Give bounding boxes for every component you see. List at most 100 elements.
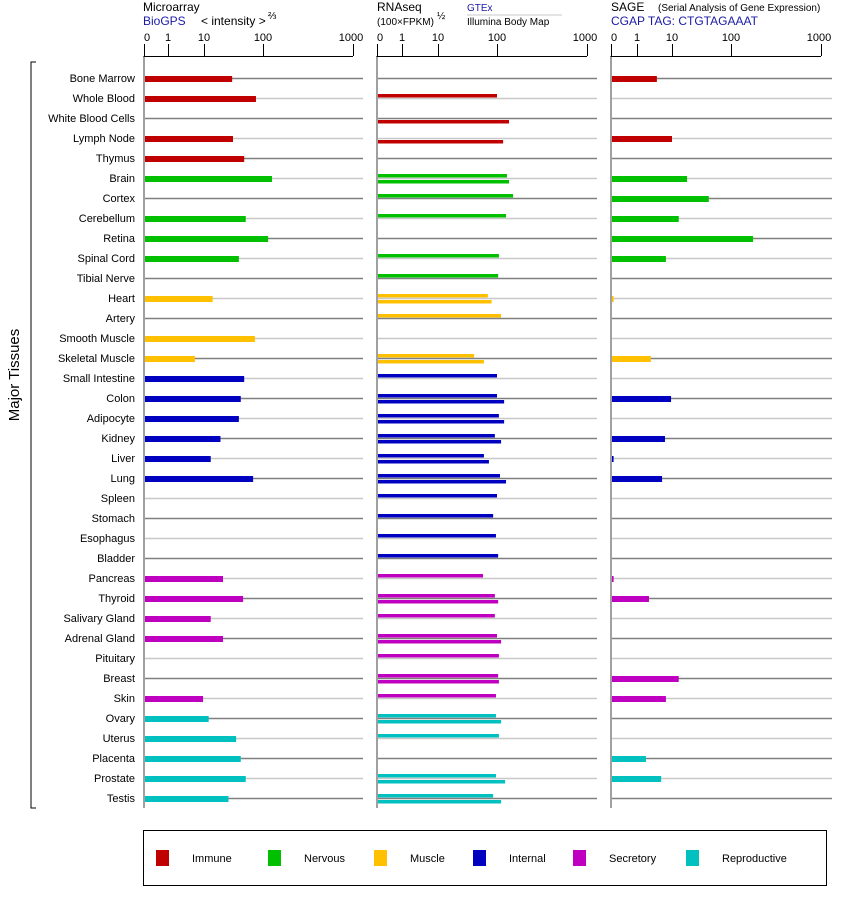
x-tick-label: 0 — [144, 32, 150, 44]
legend-label-nervous: Nervous — [304, 853, 345, 865]
bar-sage — [612, 756, 646, 762]
microarray-scale-label: < intensity > — [201, 14, 266, 28]
tissue-label: Cerebellum — [79, 213, 135, 225]
tissue-label: Stomach — [92, 513, 135, 525]
biogps-link[interactable]: BioGPS — [143, 14, 186, 28]
tissue-label: Placenta — [92, 753, 136, 765]
bar-sage — [612, 76, 657, 82]
bar-rnaseq-gtex — [378, 274, 499, 278]
tissue-label: Prostate — [94, 773, 135, 785]
bar-rnaseq-illumina — [378, 180, 510, 184]
bar-rnaseq-gtex — [378, 434, 495, 438]
tissue-label: Liver — [111, 453, 135, 465]
bar-rnaseq-gtex — [378, 194, 514, 198]
bar-microarray — [145, 296, 213, 302]
bar-microarray — [145, 416, 239, 422]
bar-microarray — [145, 396, 241, 402]
bar-microarray — [145, 696, 204, 702]
tissue-label: Esophagus — [80, 533, 136, 545]
bar-microarray — [145, 216, 246, 222]
tissue-label: Bone Marrow — [70, 73, 135, 85]
tissue-label: Ovary — [106, 713, 136, 725]
bar-sage — [612, 576, 614, 582]
bar-rnaseq-illumina — [378, 120, 510, 124]
bar-microarray — [145, 76, 233, 82]
legend-label-reproductive: Reproductive — [722, 853, 787, 865]
bar-sage — [612, 216, 679, 222]
x-tick-label: 1000 — [807, 32, 831, 44]
tissue-label: Spinal Cord — [78, 253, 135, 265]
x-tick-label: 1000 — [339, 32, 363, 44]
bar-sage — [612, 776, 662, 782]
tissue-label: Artery — [106, 313, 136, 325]
bar-rnaseq-gtex — [378, 714, 496, 718]
bar-rnaseq-gtex — [378, 634, 497, 638]
tissue-label: Adrenal Gland — [65, 633, 135, 645]
legend-label-secretory: Secretory — [609, 853, 657, 865]
bar-rnaseq-gtex — [378, 674, 499, 678]
tissue-label: Breast — [103, 673, 135, 685]
tissue-label: Spleen — [101, 493, 135, 505]
y-axis-label: Major Tissues — [6, 329, 23, 422]
bar-microarray — [145, 336, 255, 342]
bar-rnaseq-illumina — [378, 800, 502, 804]
bar-microarray — [145, 176, 273, 182]
bar-sage — [612, 436, 665, 442]
bar-rnaseq-illumina — [378, 420, 505, 424]
bar-microarray — [145, 436, 221, 442]
x-tick-label: 100 — [254, 32, 272, 44]
bar-microarray — [145, 756, 241, 762]
bar-rnaseq-gtex — [378, 594, 495, 598]
bar-rnaseq-illumina — [378, 780, 506, 784]
tissue-label: Smooth Muscle — [59, 333, 135, 345]
x-tick-label: 0 — [377, 32, 383, 44]
bar-microarray — [145, 716, 209, 722]
bar-sage — [612, 396, 672, 402]
tissue-label: Pituitary — [95, 653, 135, 665]
bar-rnaseq-gtex — [378, 454, 484, 458]
bar-rnaseq-gtex — [378, 554, 499, 558]
tissue-label: Kidney — [101, 433, 135, 445]
bar-sage — [612, 256, 666, 262]
tissue-label: Uterus — [103, 733, 136, 745]
bar-rnaseq-gtex — [378, 314, 502, 318]
bar-rnaseq-illumina — [378, 360, 484, 364]
bar-microarray — [145, 596, 244, 602]
legend-swatch-reproductive — [686, 850, 699, 866]
tissue-label: Skeletal Muscle — [58, 353, 135, 365]
bar-rnaseq-gtex — [378, 254, 499, 258]
tissue-label: Pancreas — [89, 573, 136, 585]
bar-microarray — [145, 576, 224, 582]
bar-rnaseq-gtex — [378, 394, 497, 398]
rnaseq-title: RNAseq — [377, 0, 422, 14]
bar-rnaseq-gtex — [378, 494, 497, 498]
bar-sage — [612, 696, 666, 702]
sage-subtitle: (Serial Analysis of Gene Expression) — [658, 3, 820, 14]
gtex-link[interactable]: GTEx — [467, 3, 493, 14]
cgap-tag-link[interactable]: CGAP TAG: CTGTAGAAAT — [611, 14, 759, 28]
tissue-label: Colon — [106, 393, 135, 405]
bar-rnaseq-gtex — [378, 414, 499, 418]
bar-rnaseq-illumina — [378, 400, 505, 404]
bar-rnaseq-gtex — [378, 514, 494, 518]
tissue-label: Retina — [103, 233, 136, 245]
legend-label-immune: Immune — [192, 853, 232, 865]
bar-microarray — [145, 736, 237, 742]
bar-sage — [612, 176, 688, 182]
tissue-label: Small Intestine — [63, 373, 135, 385]
tissue-label: Cortex — [103, 193, 136, 205]
bar-microarray — [145, 156, 245, 162]
tissue-label: Lung — [111, 473, 135, 485]
bar-sage — [612, 456, 614, 462]
microarray-scale-exponent: ⅔ — [268, 11, 277, 22]
bar-rnaseq-illumina — [378, 680, 499, 684]
legend-swatch-muscle — [374, 850, 387, 866]
bar-microarray — [145, 376, 245, 382]
tissue-label: Thyroid — [98, 593, 135, 605]
tissue-label: Salivary Gland — [63, 613, 135, 625]
bar-rnaseq-gtex — [378, 774, 496, 778]
bar-microarray — [145, 796, 229, 802]
bar-sage — [612, 296, 614, 302]
tissue-label: Tibial Nerve — [77, 273, 135, 285]
bar-rnaseq-illumina — [378, 140, 504, 144]
